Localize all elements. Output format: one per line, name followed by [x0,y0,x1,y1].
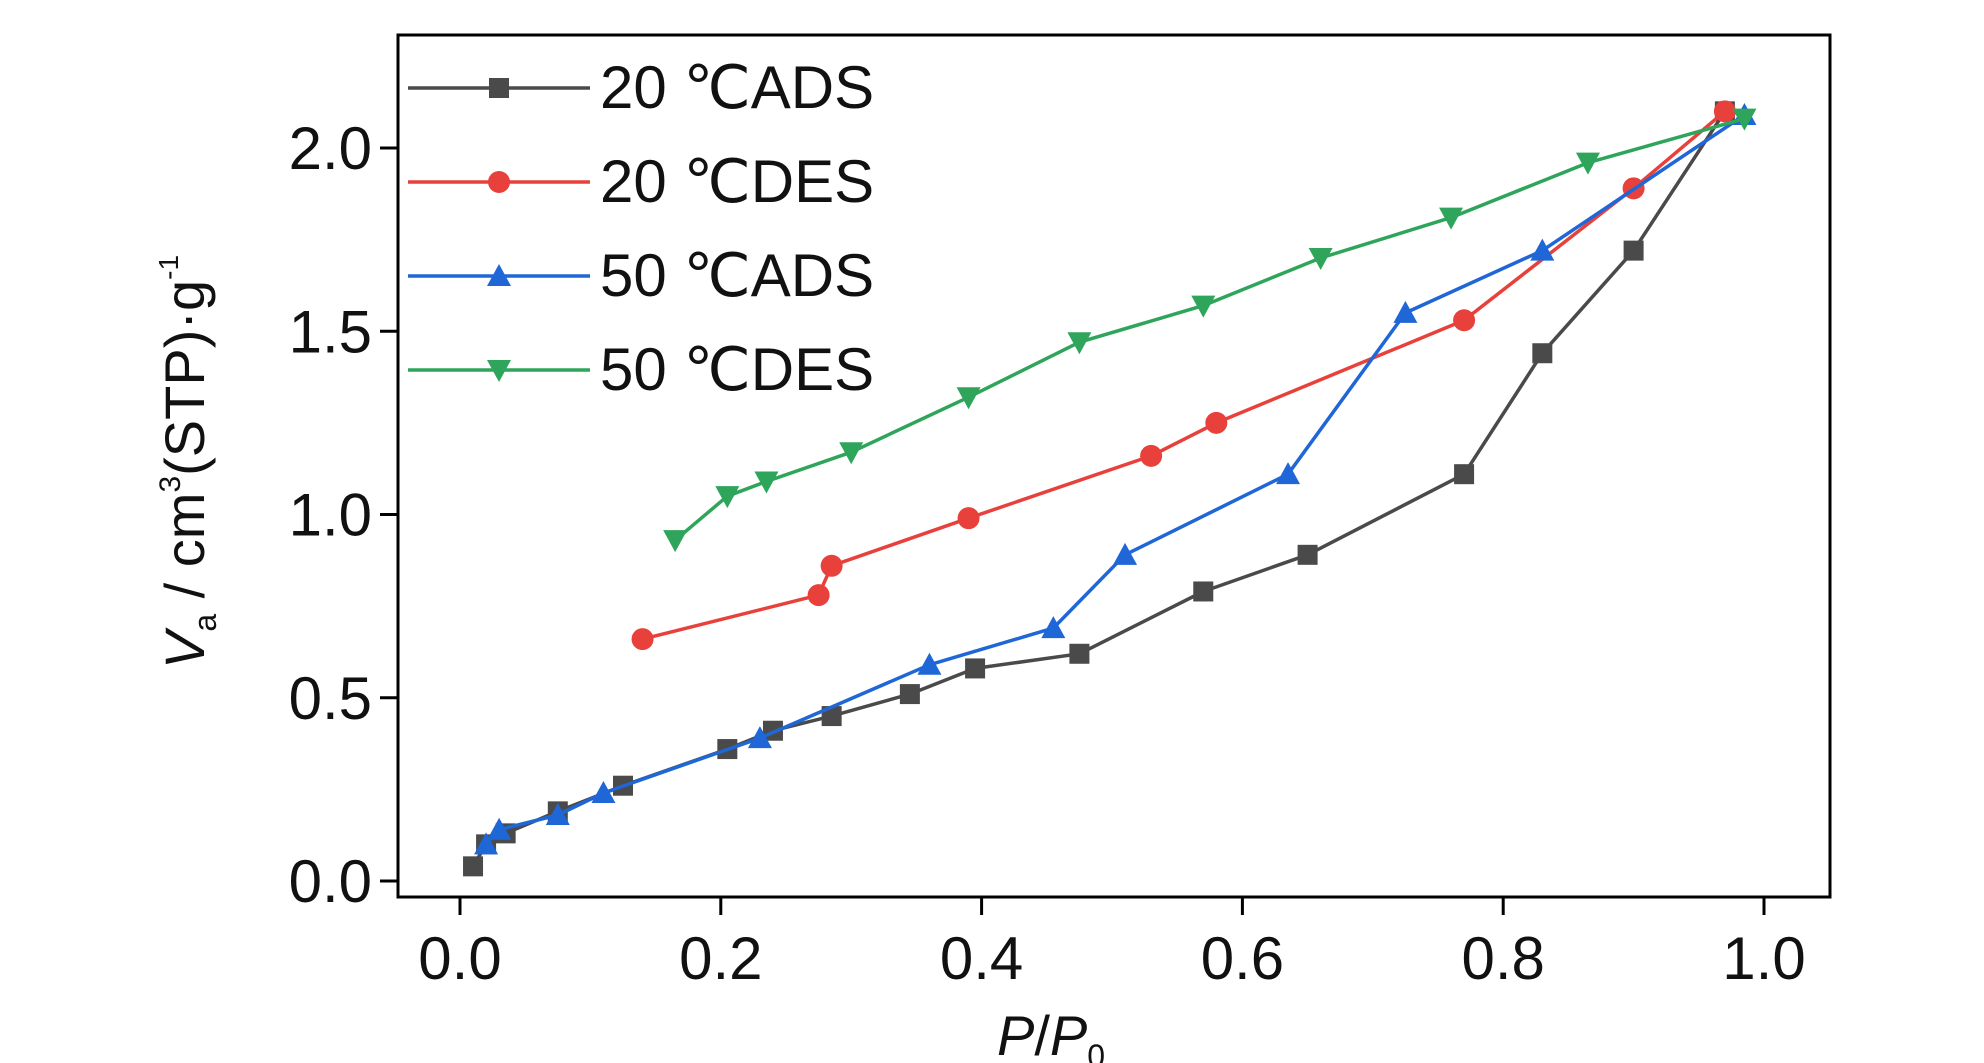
series-line [471,110,1727,868]
data-point [487,817,512,840]
legend-label: 50 ℃ADS [600,242,874,309]
x-tick-label: 1.0 [1722,925,1805,992]
legend-entry: 20 ℃DES [408,148,874,215]
legend-marker [487,360,511,382]
series-2 [631,100,1736,651]
data-point [754,471,779,494]
data-point [917,652,942,675]
data-point [1205,411,1228,434]
data-point [1454,464,1475,485]
data-point [1530,238,1555,261]
y-tick-label: 1.0 [289,482,372,549]
legend-label: 20 ℃DES [600,148,874,215]
y-tick-label: 1.5 [289,298,372,365]
axis-ticks: 0.0 0.2 0.4 0.6 0.8 1.0 0.0 0.5 1.0 1.5 2.0 [289,115,1806,992]
series-line [484,113,1746,846]
series-4 [663,108,1757,553]
plot-frame [396,33,1832,899]
data-point [1140,444,1163,467]
legend-label: 20 ℃ADS [600,54,874,121]
data-point [747,726,772,749]
data-point [1575,152,1600,175]
data-point [1623,240,1644,261]
data-point [839,442,864,465]
data-point [545,803,570,826]
data-point [463,856,484,877]
data-point [1439,207,1464,230]
data-point [1453,309,1476,332]
data-point [1732,108,1757,131]
legend-label: 50 ℃DES [600,336,874,403]
data-point [1191,295,1216,318]
data-point [1532,343,1553,364]
x-tick-label: 0.2 [679,925,762,992]
y-tick-label: 0.5 [289,665,372,732]
plot-area [396,33,1832,899]
data-point [807,584,830,607]
data-point [820,554,843,577]
legend-entry: 50 ℃DES [408,336,874,403]
data-point [899,684,920,705]
data-point [715,486,740,509]
legend-marker [488,171,510,193]
x-tick-label: 0.8 [1461,925,1544,992]
data-point [1113,542,1138,565]
legend-marker [489,78,509,98]
data-point [663,530,688,553]
data-point [1393,300,1418,323]
data-point [956,387,981,410]
data-point [1276,462,1301,485]
data-point [1713,100,1736,123]
data-point [1067,332,1092,355]
x-tick-label: 0.0 [418,925,501,992]
x-tick-label: 0.4 [940,925,1023,992]
series-layer [463,100,1757,877]
series-1 [463,101,1735,877]
data-point [631,628,654,651]
series-3 [474,103,1757,855]
legend: 20 ℃ADS 20 ℃DES 50 ℃ADS 50 ℃DES [408,54,874,403]
legend-entry: 20 ℃ADS [408,54,874,121]
data-point [1193,581,1214,602]
data-point [1297,544,1318,565]
data-point [1069,643,1090,664]
x-tick-label: 0.6 [1201,925,1284,992]
data-point [965,658,986,679]
data-point [957,507,980,530]
legend-entry: 50 ℃ADS [408,242,874,309]
data-point [474,832,499,855]
legend-marker [487,264,511,286]
y-tick-label: 2.0 [289,115,372,182]
data-point [591,781,616,804]
y-tick-label: 0.0 [289,848,372,915]
x-axis-label: P/P0 [997,1004,1105,1063]
data-point [1041,616,1066,639]
y-axis-label: Va / cm3(STP)·g-1 [153,255,223,669]
data-point [1308,247,1333,270]
